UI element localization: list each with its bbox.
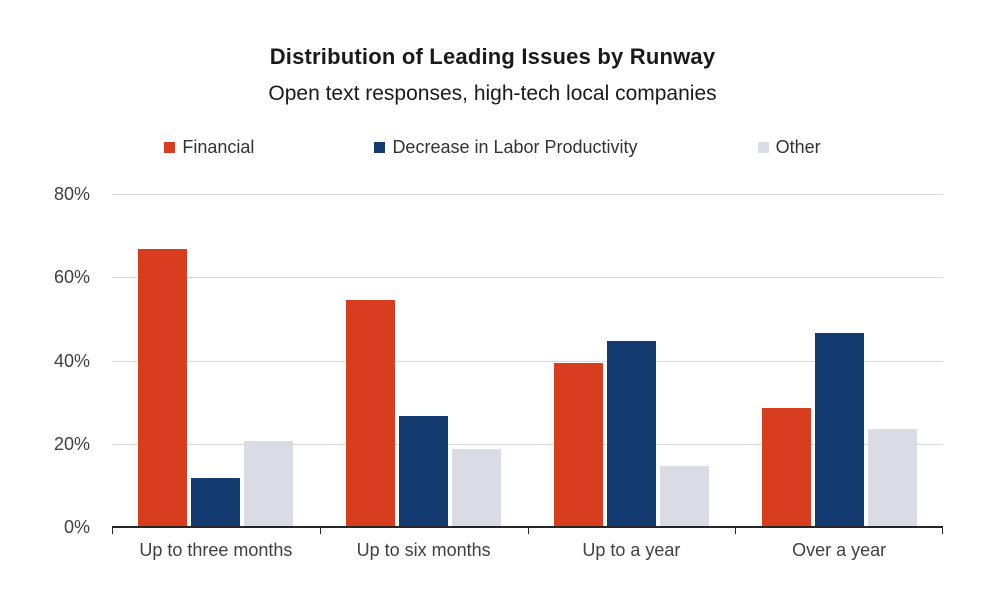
chart-legend: Financial Decrease in Labor Productivity O… [0,137,985,158]
x-tick-label-up-to-a-year: Up to a year [582,540,681,560]
x-tick-label-up-to-three-months: Up to three months [139,540,293,560]
bar-group-up-to-a-year [528,194,736,527]
bar-financial [553,362,603,527]
bar-group-up-to-six-months [320,194,528,527]
y-tick-label: 20% [53,433,90,454]
x-tick-label-over-a-year: Over a year [792,540,887,560]
plot-area [112,194,943,534]
x-axis-tick [527,527,529,534]
bar-financial [138,249,188,527]
y-tick-label: 40% [53,350,90,371]
legend-label: Financial [182,137,255,157]
legend-item-other: Other [757,137,821,158]
x-axis-tick [735,527,737,534]
bar-financial [761,407,811,527]
y-tick-label: 0% [63,517,90,537]
bar-financial [346,299,396,527]
bar-group-over-a-year [735,194,943,527]
chart-subtitle: Open text responses, high-tech local com… [268,82,717,105]
legend-label: Decrease in Labor Productivity [392,137,638,157]
bar-other [244,440,294,527]
bar-decrease-in-labor-productivity [814,332,864,527]
bar-decrease-in-labor-productivity [606,341,656,527]
legend-label: Other [775,137,821,157]
legend-swatch-icon [757,142,769,153]
legend-swatch-icon [164,142,176,153]
y-tick-label: 80% [53,184,90,204]
bar-decrease-in-labor-productivity [399,415,449,527]
bar-groups [112,194,943,527]
x-axis-tick [112,527,113,534]
gridline [112,443,943,445]
bar-decrease-in-labor-productivity [191,477,241,527]
x-axis-tick [942,527,943,534]
x-tick-label-up-to-six-months: Up to six months [356,540,491,560]
bar-other [867,428,917,527]
y-axis: 0% 20% 40% 60% 80% [0,184,90,537]
x-axis-tick [319,527,321,534]
legend-item-decrease-in-labor-productivity: Decrease in Labor Productivity [374,137,638,158]
gridline [112,277,943,279]
bar-other [452,449,502,527]
bar-group-up-to-three-months [112,194,320,527]
gridline [112,194,943,195]
x-axis-labels: Up to three months Up to six months Up to … [112,540,943,561]
chart-title: Distribution of Leading Issues by Runway [269,44,716,69]
bar-other [659,466,709,527]
legend-swatch-icon [374,142,386,153]
legend-item-financial: Financial [164,137,254,158]
y-tick-label: 60% [53,267,90,288]
gridline [112,360,943,362]
